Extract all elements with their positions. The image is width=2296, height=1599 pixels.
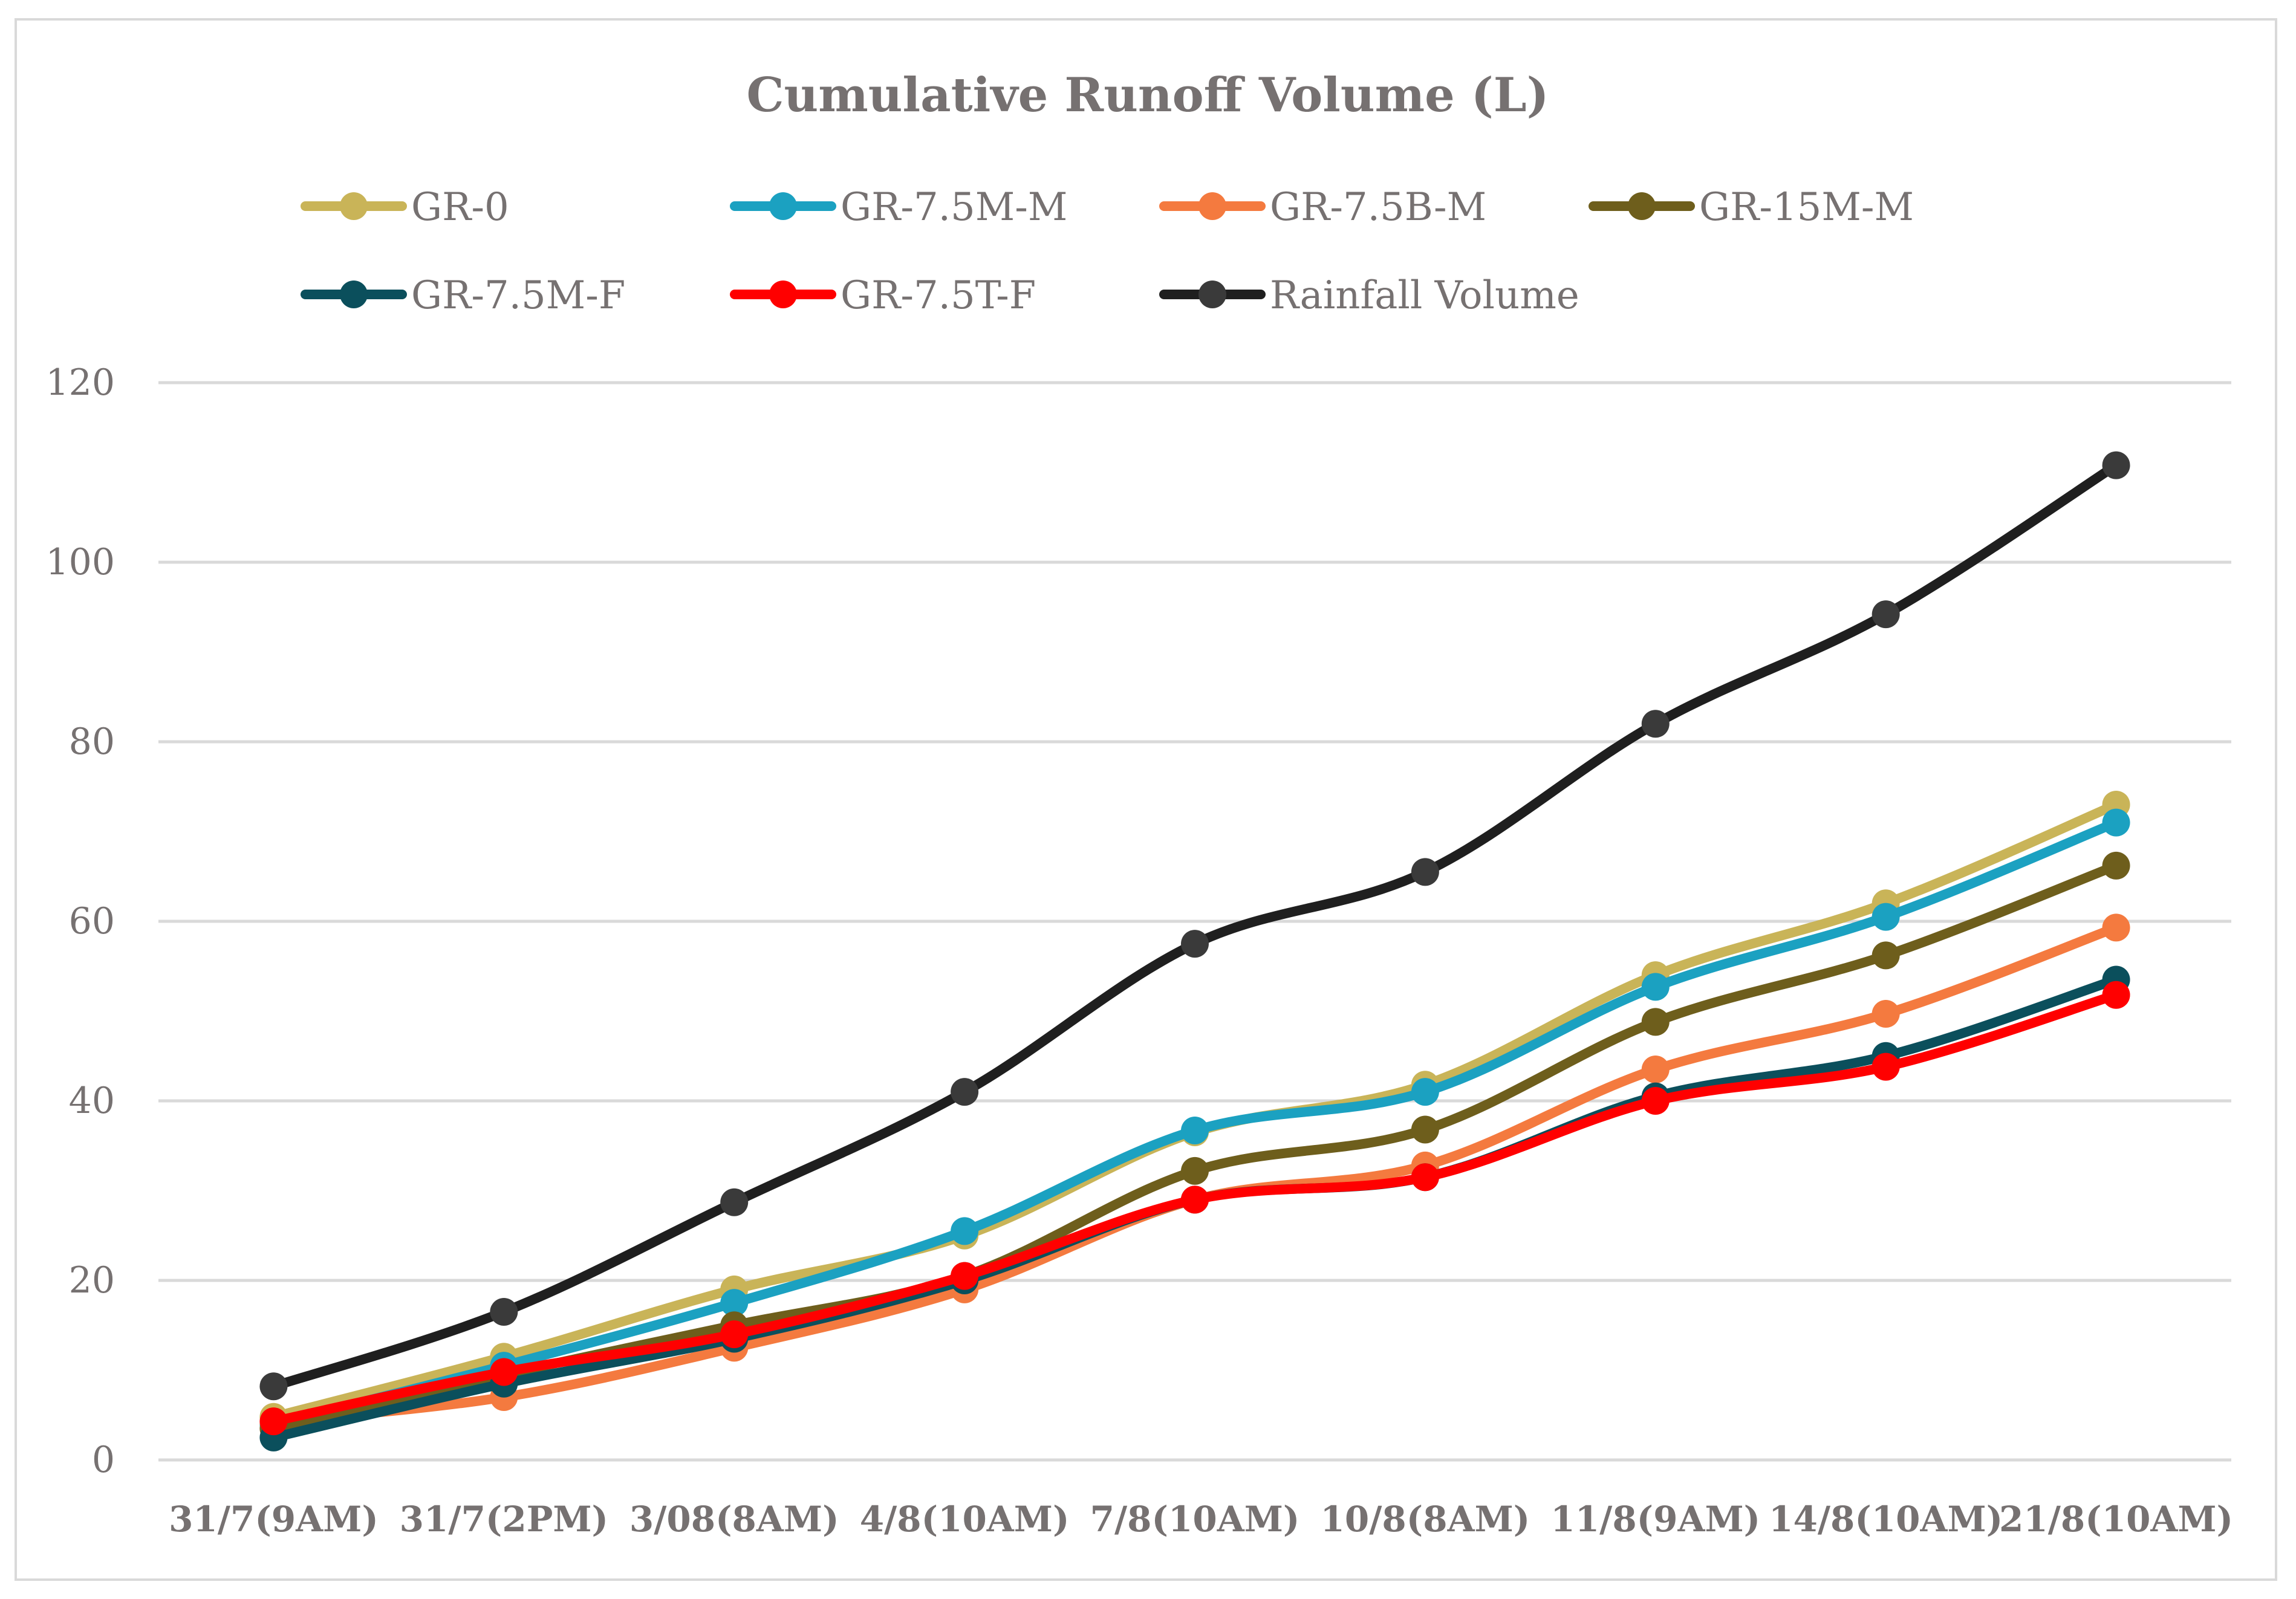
series-rainfall-volume [259,451,2130,1401]
y-tick-label: 60 [69,900,115,942]
legend-swatch-marker [340,281,368,308]
y-tick-label: 20 [69,1259,115,1302]
legend-label: GR-15M-M [1699,185,1914,230]
legend-label: GR-7.5B-M [1270,185,1486,230]
y-tick-label: 120 [45,362,115,404]
legend-swatch-marker [1628,192,1656,220]
y-tick-label: 0 [92,1439,115,1481]
data-point [2102,981,2130,1009]
series-line [268,799,2121,1422]
data-point [720,1188,749,1216]
legend-item: GR-15M-M [1589,185,1914,230]
legend-label: GR-0 [411,185,509,230]
x-tick-label: 21/8(10AM) [1999,1499,2233,1540]
data-point [1411,1115,1439,1144]
data-point [2102,451,2130,479]
data-point [1872,999,1900,1028]
chart-frame [15,18,2277,1581]
x-tick-label: 4/8(10AM) [860,1499,1070,1540]
legend-item: GR-7.5B-M [1159,185,1486,230]
data-point [259,1372,288,1401]
legend-swatch-marker [769,192,797,220]
legend-item: GR-7.5M-M [730,185,1067,230]
x-tick-label: 11/8(9AM) [1550,1499,1760,1540]
data-point [1872,903,1900,931]
data-point [1181,1117,1209,1145]
y-tick-label: 100 [45,541,115,583]
data-point [1641,1008,1670,1036]
x-tick-label: 7/8(10AM) [1090,1499,1300,1540]
data-point [490,1297,518,1326]
legend-item: GR-0 [301,185,509,230]
legend-label: Rainfall Volume [1270,273,1579,318]
data-point [2102,808,2130,837]
data-point [259,1407,288,1436]
x-tick-label: 3/08(8AM) [629,1499,839,1540]
x-tick-label: 14/8(10AM) [1769,1499,2003,1540]
data-point [1641,973,1670,1001]
data-point [1872,941,1900,970]
data-point [1641,710,1670,738]
series-gr-7-5t-f [259,981,2130,1436]
legend-item: GR-7.5M-F [301,273,625,318]
legend-label: GR-7.5T-F [841,273,1036,318]
data-point [951,1262,979,1290]
y-tick-label: 40 [69,1080,115,1122]
chart-title: Cumulative Runoff Volume (L) [746,68,1549,123]
series-line [268,460,2121,1392]
data-point [720,1320,749,1349]
data-point [1872,1052,1900,1081]
x-tick-label: 31/7(2PM) [400,1499,608,1540]
legend-item: GR-7.5T-F [730,273,1036,318]
data-point [1872,600,1900,629]
legend-swatch-marker [1198,281,1226,308]
data-point [2102,913,2130,942]
legend-label: GR-7.5M-F [411,273,625,318]
x-tick-label: 31/7(9AM) [169,1499,379,1540]
data-point [1411,858,1439,886]
data-point [1181,930,1209,958]
y-tick-label: 80 [69,721,115,763]
data-point [1411,1078,1439,1106]
series-gr-0 [259,790,2130,1431]
data-point [2102,851,2130,880]
data-point [1181,1156,1209,1185]
legend-item: Rainfall Volume [1159,273,1579,318]
series-gr-7-5m-m [259,808,2130,1438]
legend-swatch-marker [1198,192,1226,220]
legend-swatch-marker [340,192,368,220]
data-point [951,1078,979,1106]
data-point [1181,1185,1209,1214]
data-point [1641,1056,1670,1084]
legend-label: GR-7.5M-M [841,185,1067,230]
data-point [951,1217,979,1245]
data-point [720,1289,749,1317]
data-point [1411,1163,1439,1192]
data-point [1641,1087,1670,1115]
data-point [490,1358,518,1386]
x-tick-label: 10/8(8AM) [1321,1499,1530,1540]
legend-swatch-marker [769,281,797,308]
